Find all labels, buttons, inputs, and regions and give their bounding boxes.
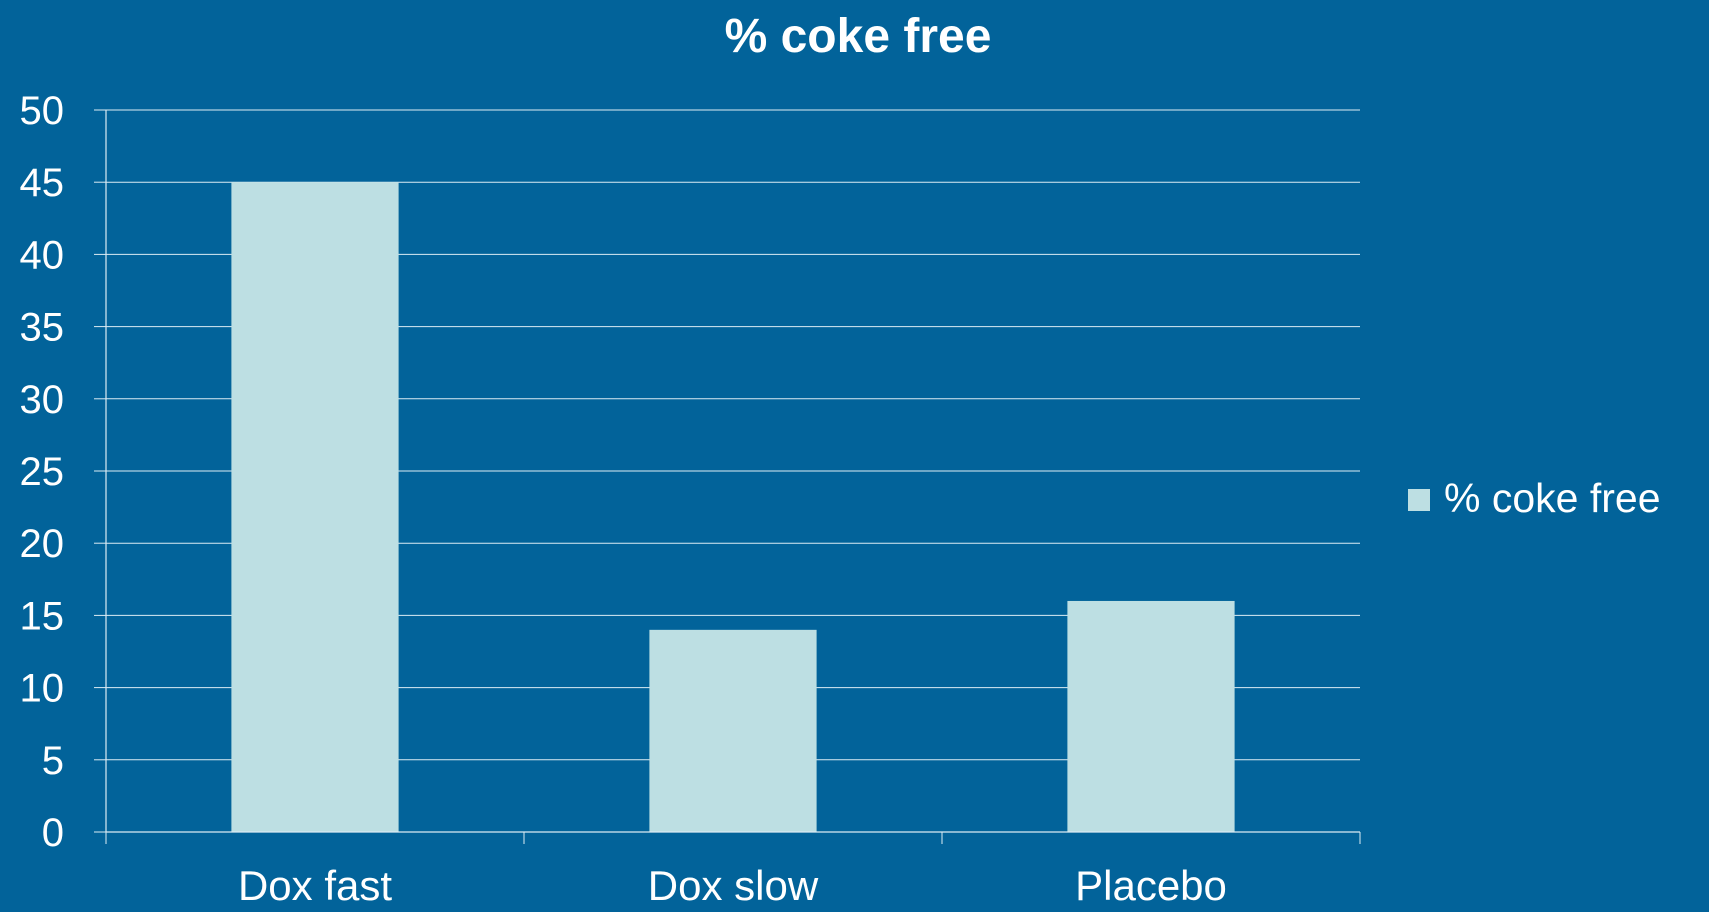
bars (231, 182, 1235, 832)
bar (649, 629, 817, 832)
y-tick-label: 30 (20, 378, 65, 422)
bar (231, 182, 399, 832)
y-tick-label: 20 (20, 522, 65, 566)
bar (1067, 600, 1235, 832)
y-tick-label: 15 (20, 594, 65, 638)
y-tick-label: 25 (20, 450, 65, 494)
y-tick-label: 5 (42, 739, 64, 783)
y-tick-label: 45 (20, 161, 65, 205)
legend: % coke free (1408, 475, 1661, 521)
y-tick-label: 35 (20, 306, 65, 350)
x-tick-label: Dox slow (648, 862, 819, 907)
axes (94, 109, 1361, 844)
legend-swatch (1408, 489, 1430, 511)
x-tick-labels: Dox fast Dox slow Placebo (238, 862, 1227, 909)
x-tick-label: Placebo (1075, 862, 1227, 907)
x-tick-label: Dox fast (238, 862, 392, 907)
legend-label: % coke free (1444, 475, 1661, 521)
y-tick-label: 40 (20, 233, 65, 277)
y-tick-label: 0 (42, 811, 64, 855)
y-tick-label: 50 (20, 89, 65, 133)
chart-title: % coke free (725, 10, 992, 63)
y-tick-labels: 0 5 10 15 20 25 30 35 40 45 50 (20, 89, 65, 855)
y-tick-label: 10 (20, 667, 65, 711)
